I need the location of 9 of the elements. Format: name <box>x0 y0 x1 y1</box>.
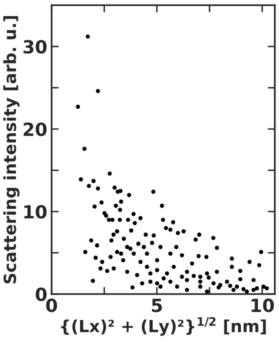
y-tick-label: 10 <box>24 204 47 219</box>
x-axis-title: {(Lx)² + (Ly)²}$^{1/2}$ [nm] <box>61 317 266 336</box>
x-tick-label: 5 <box>152 298 162 312</box>
y-tick-label: 30 <box>24 40 47 54</box>
x-tick-label: 0 <box>46 298 58 312</box>
y-axis-title: Scattering intensity [arb. u.] <box>3 16 20 284</box>
y-tick-label: 20 <box>24 122 47 136</box>
x-tick-label: 10 <box>252 298 274 312</box>
y-tick-label: 0 <box>36 288 47 302</box>
